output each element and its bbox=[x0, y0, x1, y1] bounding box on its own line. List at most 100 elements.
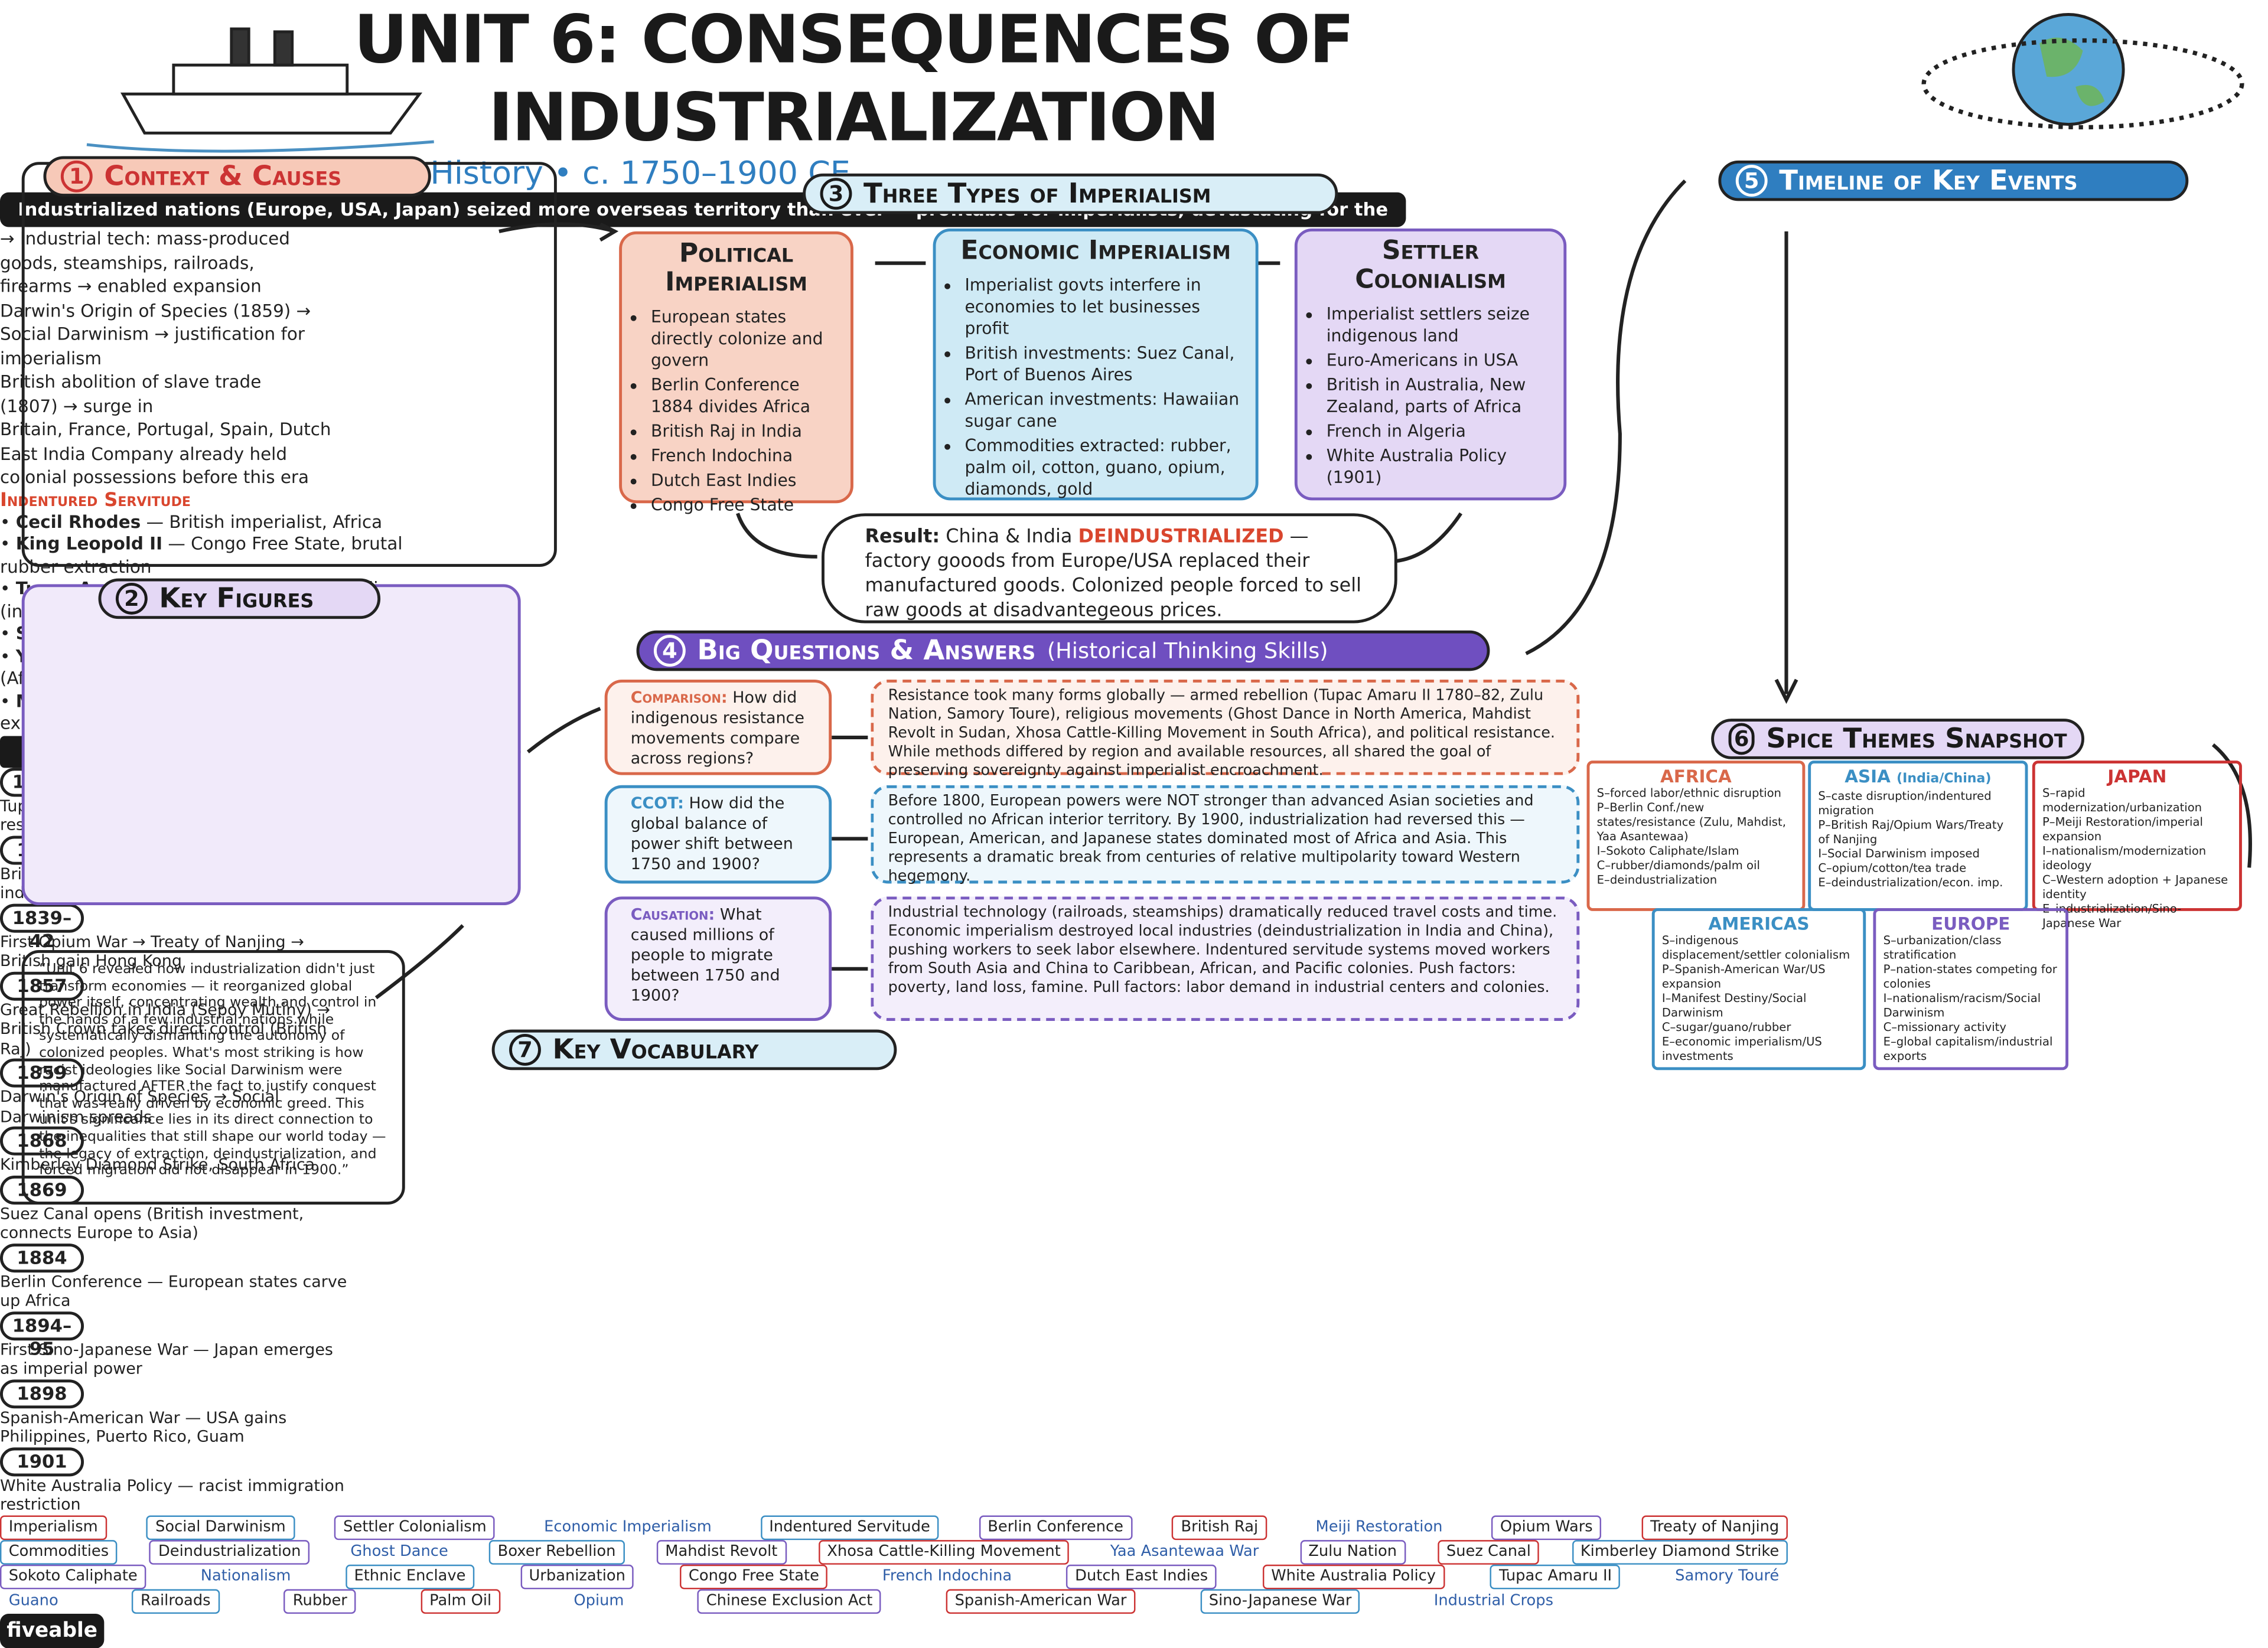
vocab-term: Congo Free State bbox=[680, 1564, 828, 1589]
section-title: Big Questions & Answers bbox=[697, 635, 1036, 667]
spice-line: C–opium/cotton/tea trade bbox=[1818, 861, 1967, 875]
vocab-term: Guano bbox=[8, 1591, 58, 1609]
type-bullet: Commodities extracted: rubber, palm oil,… bbox=[964, 435, 1244, 500]
section-number: 1 bbox=[60, 160, 93, 192]
spice-line: S–rapid modernization/urbanization bbox=[2042, 787, 2202, 814]
page-title: UNIT 6: CONSEQUENCES OF INDUSTRIALIZATIO… bbox=[353, 0, 1355, 156]
infographic: UNIT 6: CONSEQUENCES OF INDUSTRIALIZATIO… bbox=[0, 0, 2268, 1275]
section-header: 2 Key Figures bbox=[98, 578, 381, 619]
arrows bbox=[374, 179, 2252, 1000]
region-name: AFRICA bbox=[1660, 766, 1732, 787]
timeline-text: Spanish-American War — USA gains Philipp… bbox=[0, 1408, 287, 1446]
vocab-term: Deindustrialization bbox=[149, 1539, 310, 1564]
type-bullet: British investments: Suez Canal, Port of… bbox=[964, 342, 1244, 386]
context-item: British abolition of slave trade (1807) … bbox=[0, 371, 262, 416]
vocab-term: Meiji Restoration bbox=[1315, 1518, 1443, 1535]
timeline-date: 1859 bbox=[0, 1058, 84, 1088]
vocab-term: Sokoto Caliphate bbox=[0, 1564, 146, 1589]
vocab-term: Dutch East Indies bbox=[1066, 1564, 1217, 1589]
vocab-term: Kimberley Diamond Strike bbox=[1572, 1539, 1788, 1564]
section-number: 2 bbox=[115, 582, 148, 615]
section-header: 6 Spice Themes Snapshot bbox=[1711, 719, 2084, 759]
context-box bbox=[21, 162, 557, 567]
vocab-row: Imperialism Social Darwinism Settler Colon… bbox=[0, 1515, 1788, 1539]
spice-line: S–caste disruption/indentured migration bbox=[1818, 789, 1992, 817]
spice-line: P–British Raj/Opium Wars/Treaty of Nanji… bbox=[1818, 818, 2004, 846]
result-box: Result: China & India DEINDUSTRIALIZED —… bbox=[822, 513, 1397, 624]
spice-line: I–nationalism/modernization ideology bbox=[2042, 844, 2207, 872]
type-title: Economic Imperialism bbox=[960, 236, 1231, 266]
answer-box: Industrial technology (railroads, steams… bbox=[871, 896, 1580, 1021]
type-card: Economic Imperialism Imperialist govts in… bbox=[933, 228, 1259, 501]
question-box: Causation: What caused millions of peopl… bbox=[604, 896, 832, 1021]
vocab-term: Urbanization bbox=[520, 1564, 634, 1589]
timeline-text: Great Rebellion in India (Sepoy Mutiny) … bbox=[0, 1000, 330, 1058]
timeline-text: White Australia Policy — racist immigrat… bbox=[0, 1476, 344, 1515]
vocab-term: White Australia Policy bbox=[1262, 1564, 1445, 1589]
vocab-term: British Raj bbox=[1172, 1515, 1267, 1539]
section-header: 5 Timeline of Key Events bbox=[1718, 160, 2189, 201]
type-bullet: American investments: Hawaiian sugar can… bbox=[964, 389, 1244, 432]
vocab-term: Spanish-American War bbox=[946, 1588, 1136, 1613]
question-box: Comparison: How did indigenous resistanc… bbox=[604, 680, 832, 775]
spice-line: P–Spanish-American War/US expansion bbox=[1661, 963, 1826, 991]
quote-box: “Unit 6 revealed how industrialization d… bbox=[21, 949, 405, 1205]
result-text: — factory gooods from Europe/USA replace… bbox=[865, 526, 1361, 622]
section-title: Spice Themes Snapshot bbox=[1766, 723, 2067, 755]
vocab-term: Rubber bbox=[284, 1588, 356, 1613]
timeline-text: Suez Canal opens (British investment, co… bbox=[0, 1203, 304, 1242]
spice-line: C–rubber/diamonds/palm oil bbox=[1596, 859, 1760, 872]
spice-line: E–deindustrialization bbox=[1596, 873, 1718, 887]
result-text: China & India bbox=[946, 526, 1073, 549]
vocab-term: Suez Canal bbox=[1438, 1539, 1540, 1564]
spice-line: C–sugar/guano/rubber bbox=[1661, 1020, 1791, 1035]
vocab-term: Sino-Japanese War bbox=[1200, 1588, 1361, 1613]
timeline-date: 1884 bbox=[0, 1242, 84, 1272]
spice-line: S–indigenous displacement/settler coloni… bbox=[1661, 934, 1850, 962]
spice-line: S–urbanization/class stratification bbox=[1883, 934, 2002, 962]
spice-line: E–global capitalism/industrial exports bbox=[1883, 1035, 2053, 1063]
spice-line: I–Manifest Destiny/Social Darwinism bbox=[1661, 992, 1807, 1020]
question-text: How did indigenous resistance movements … bbox=[630, 688, 804, 768]
question-text: How did the global balance of power shif… bbox=[630, 794, 793, 874]
spice-region: AFRICA S–forced labor/ethnic disruption P–… bbox=[1586, 761, 1806, 911]
type-bullets: Imperialist settlers seize indigenous la… bbox=[1309, 304, 1552, 488]
vocab-term: Tupac Amaru II bbox=[1490, 1564, 1621, 1589]
type-bullet: British in Australia, New Zealand, parts… bbox=[1327, 374, 1552, 417]
vocab-term: Mahdist Revolt bbox=[656, 1539, 787, 1564]
spice-region: EUROPE S–urbanization/class stratificatio… bbox=[1873, 908, 2069, 1071]
vocab-term: Opium bbox=[573, 1591, 624, 1609]
section-title: Context & Causes bbox=[104, 160, 342, 192]
timeline-text: Darwin's Origin of Species → Social Darw… bbox=[0, 1087, 279, 1126]
section-number: 6 bbox=[1728, 723, 1755, 755]
section-title: Key Vocabulary bbox=[552, 1034, 759, 1066]
vocab-term: Yaa Asantewaa War bbox=[1110, 1542, 1259, 1560]
vocab-term: Treaty of Nanjing bbox=[1641, 1515, 1788, 1539]
vocab-row: Commodities Deindustrialization Ghost Danc… bbox=[0, 1539, 1788, 1564]
timeline-date: 1894–95 bbox=[0, 1311, 84, 1359]
vocab-term: Commodities bbox=[0, 1539, 118, 1564]
section-number: 7 bbox=[509, 1034, 541, 1066]
region-title: AFRICA bbox=[1597, 766, 1795, 787]
type-bullets: Imperialist govts interfere in economies… bbox=[947, 275, 1244, 500]
type-bullet: European states directly colonize and go… bbox=[651, 306, 839, 371]
question-label: Comparison: bbox=[630, 688, 728, 707]
vocab-term: Ethnic Enclave bbox=[345, 1564, 475, 1589]
spice-line: E–deindustrialization/econ. imp. bbox=[1818, 876, 2003, 890]
vocab-term: Social Darwinism bbox=[146, 1515, 295, 1539]
type-bullet: Imperialist govts interfere in economies… bbox=[964, 275, 1244, 340]
spice-line: I–Social Darwinism imposed bbox=[1818, 847, 1980, 861]
vocab-term: French Indochina bbox=[882, 1567, 1012, 1584]
spice-line: S–forced labor/ethnic disruption bbox=[1596, 787, 1781, 800]
region-title: AMERICAS bbox=[1662, 914, 1856, 934]
vocab-term: Palm Oil bbox=[421, 1588, 500, 1613]
region-name: EUROPE bbox=[1931, 913, 2010, 935]
section-header: 4 Big Questions & Answers (Historical Thin… bbox=[636, 630, 1490, 671]
region-name: ASIA bbox=[1845, 766, 1891, 787]
region-name: AMERICAS bbox=[1708, 913, 1810, 935]
figures-box bbox=[21, 584, 521, 906]
spice-line: I–nationalism/racism/Social Darwinism bbox=[1883, 992, 2041, 1020]
timeline-text: Berlin Conference — European states carv… bbox=[0, 1271, 347, 1310]
vocab-term: Chinese Exclusion Act bbox=[698, 1588, 882, 1613]
type-title: Settler Colonialism bbox=[1355, 236, 1506, 295]
